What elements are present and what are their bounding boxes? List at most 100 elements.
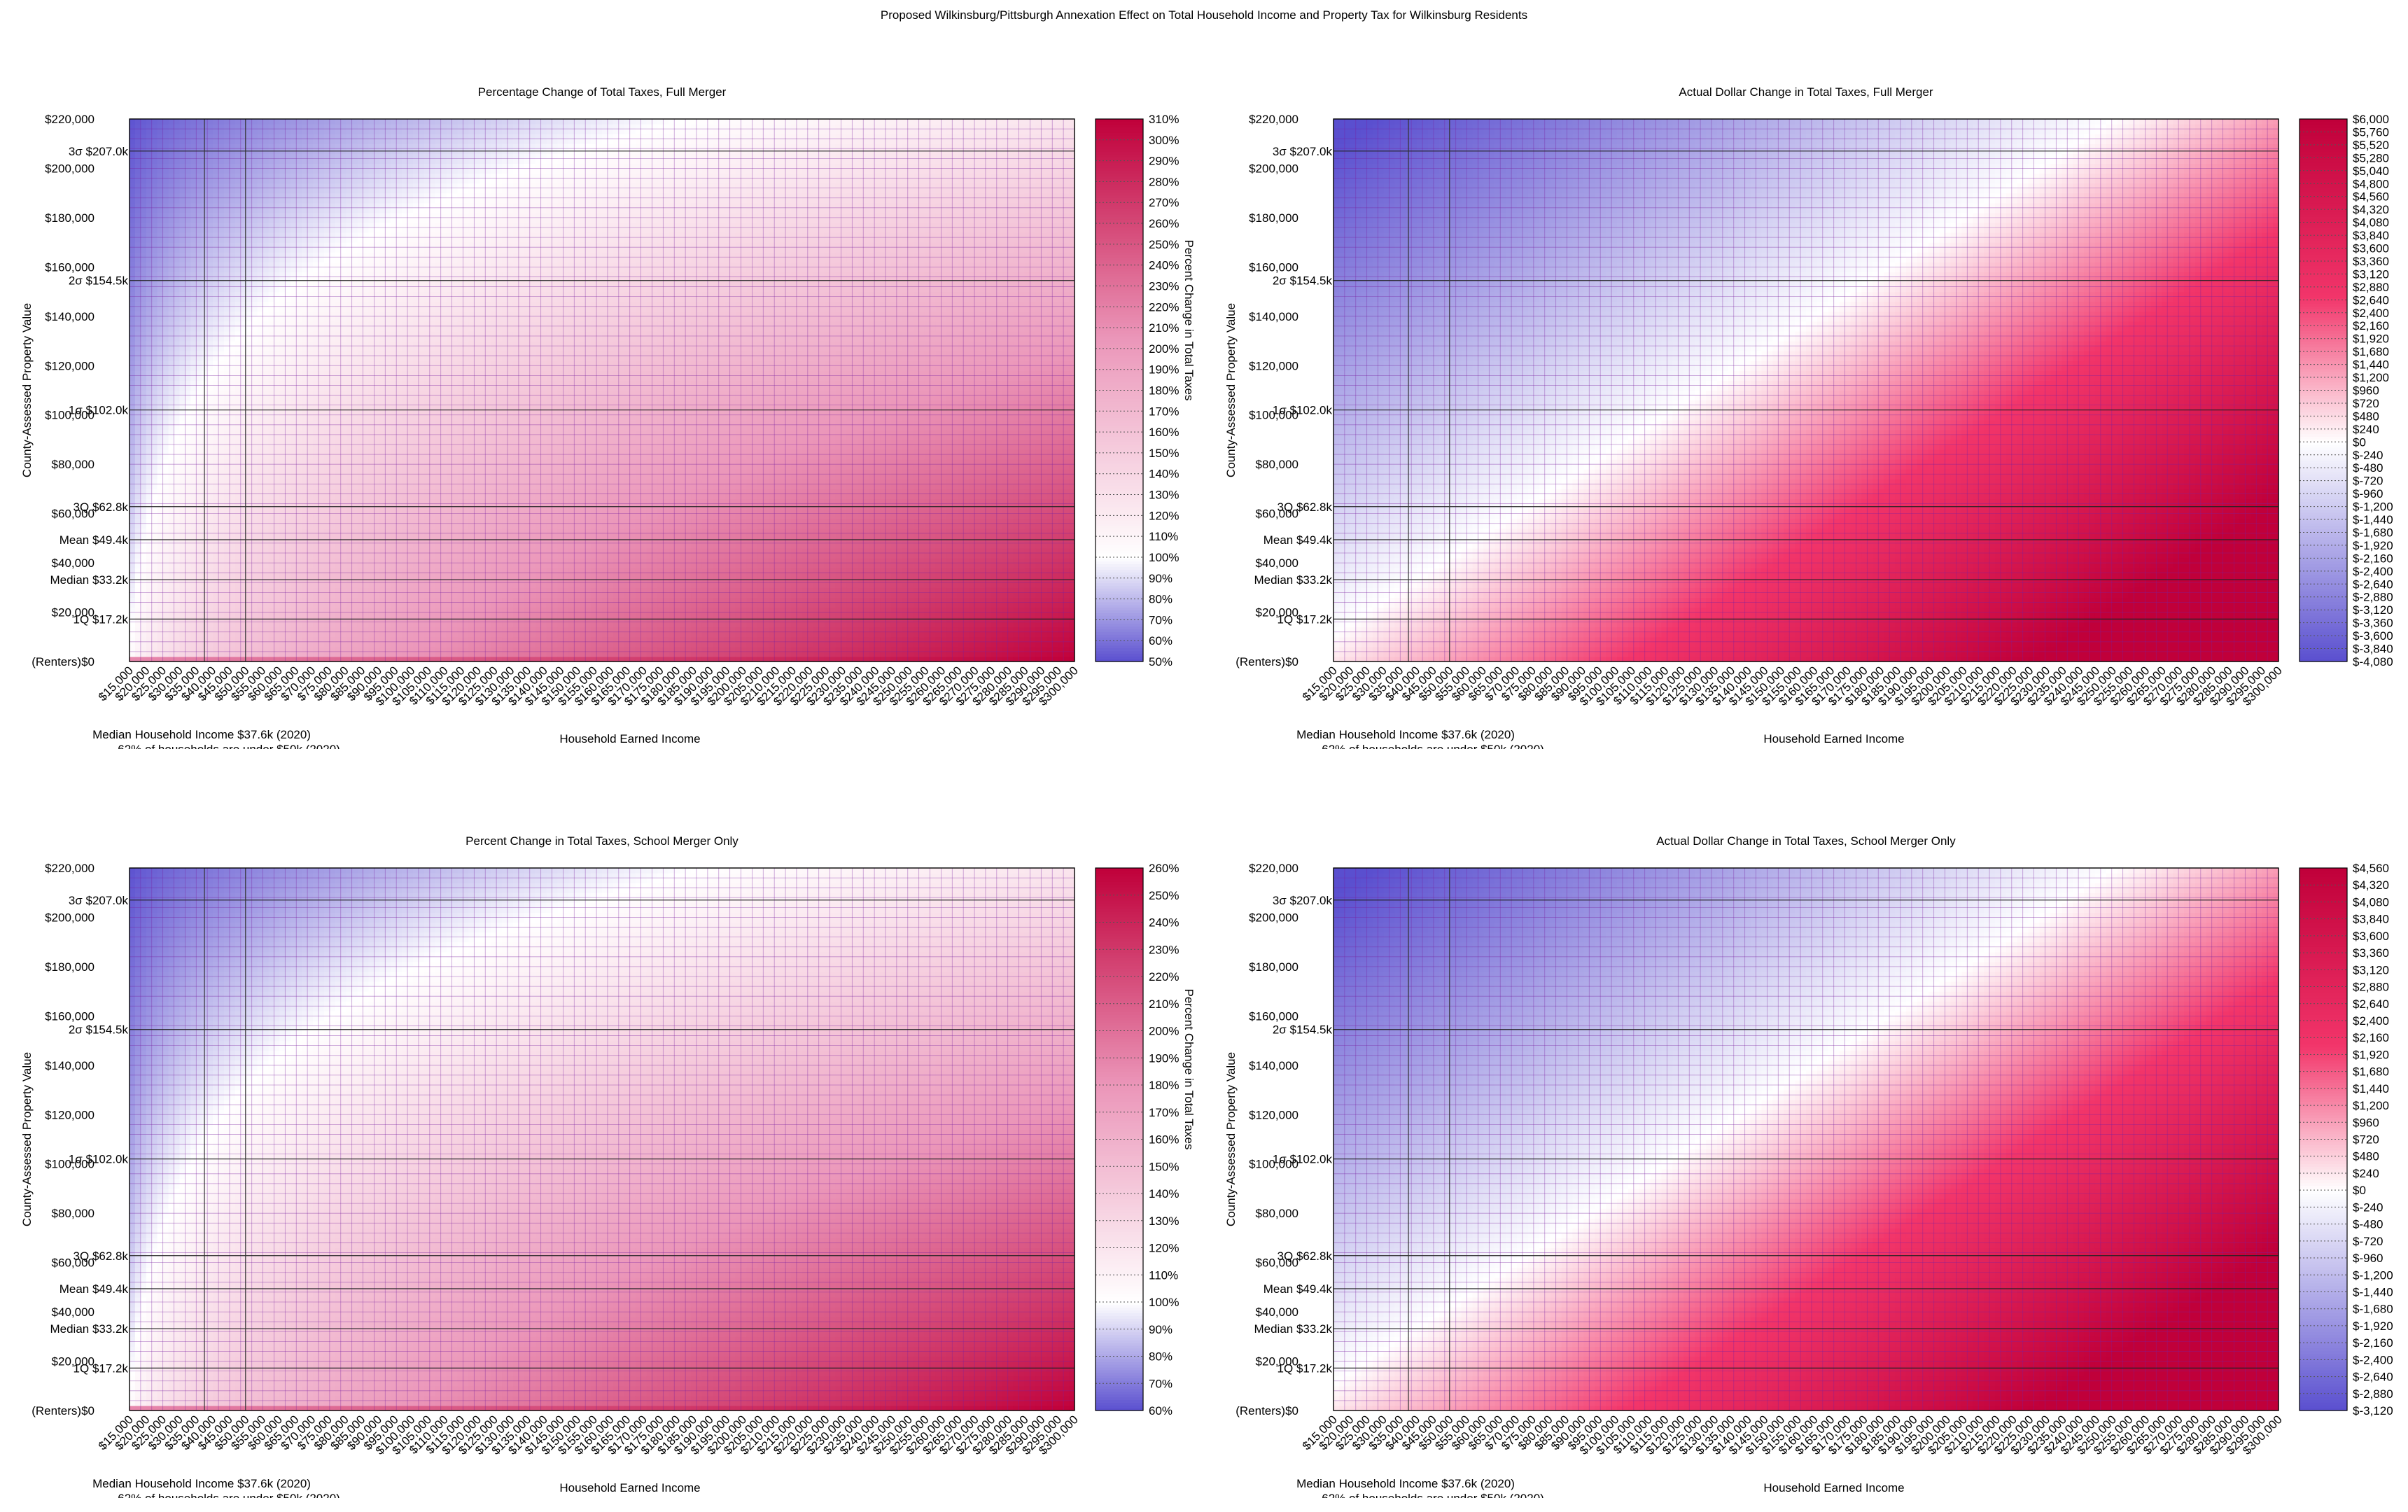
heatmap-cell [290,356,297,361]
heatmap-cell [341,391,347,396]
heatmap-cell [146,257,153,262]
heatmap-cell [224,375,230,381]
heatmap-cell [258,252,264,258]
heatmap-cell [324,637,330,643]
heatmap-cell [196,642,202,648]
heatmap-cell [302,242,308,248]
heatmap-cell [152,247,158,253]
heatmap-cell [341,400,347,406]
heatmap-cell [196,410,202,416]
heatmap-cell [313,375,319,381]
heatmap-cell [230,365,236,371]
heatmap-cell [341,548,347,554]
heatmap-cell [290,493,297,499]
heatmap-cell [235,568,241,573]
heatmap-cell [313,287,319,293]
heatmap-cell [258,464,264,470]
heatmap-cell [169,242,175,248]
heatmap-cell [252,493,258,499]
heatmap-cell [146,573,153,578]
heatmap-cell [152,188,158,194]
heatmap-cell [352,223,358,228]
heatmap-cell [179,524,186,529]
heatmap-cell [274,312,280,317]
heatmap-cell [269,341,275,346]
heatmap-cell [230,287,236,293]
heatmap-cell [213,321,219,327]
heatmap-cell [146,297,153,302]
heatmap-cell [224,174,230,179]
heatmap-cell [258,257,264,262]
heatmap-cell [252,119,258,125]
heatmap-cell [341,617,347,623]
heatmap-cell [179,331,186,337]
heatmap-cell [230,351,236,356]
heatmap-cell [218,139,225,144]
heatmap-cell [190,430,197,435]
heatmap-cell [235,538,241,544]
heatmap-cell [213,435,219,440]
heatmap-cell [207,612,214,618]
heatmap-cell [169,252,175,258]
heatmap-cell [285,247,291,253]
heatmap-cell [158,208,164,214]
heatmap-cell [285,153,291,159]
heatmap-cell [269,302,275,307]
heatmap-cell [252,578,258,583]
heatmap-cell [279,385,286,391]
heatmap-cell [296,129,302,134]
heatmap-cell [169,213,175,218]
heatmap-cell [374,449,380,455]
heatmap-cell [296,237,302,243]
heatmap-cell [285,168,291,174]
heatmap-cell [213,479,219,484]
heatmap-cell [179,533,186,539]
heatmap-cell [146,524,153,529]
heatmap-cell [379,627,386,633]
heatmap-cell [279,519,286,524]
heatmap-cell [158,568,164,573]
heatmap-cell [307,346,314,351]
heatmap-cell [302,578,308,583]
heatmap-cell [213,524,219,529]
heatmap-cell [130,331,136,337]
heatmap-cell [269,385,275,391]
heatmap-cell [207,489,214,494]
heatmap-cell [235,178,241,184]
heatmap-cell [363,454,370,460]
heatmap-cell [358,637,364,643]
heatmap-cell [190,652,197,657]
heatmap-cell [258,484,264,489]
heatmap-cell [274,168,280,174]
heatmap-cell [190,558,197,564]
heatmap-cell [252,391,258,396]
heatmap-cell [285,543,291,549]
heatmap-cell [346,592,353,598]
heatmap-cell [179,519,186,524]
heatmap-cell [285,208,291,214]
heatmap-cell [230,459,236,465]
heatmap-cell [185,163,191,169]
heatmap-cell [307,573,314,578]
heatmap-cell [218,573,225,578]
heatmap-cell [190,415,197,421]
heatmap-cell [141,346,147,351]
heatmap-cell [358,612,364,618]
heatmap-cell [290,144,297,149]
heatmap-cell [363,375,370,381]
heatmap-cell [279,612,286,618]
heatmap-cell [330,360,336,366]
heatmap-cell [341,375,347,381]
heatmap-cell [363,232,370,238]
heatmap-cell [179,391,186,396]
heatmap-cell [296,622,302,628]
heatmap-cell [152,331,158,337]
heatmap-cell [196,252,202,258]
heatmap-cell [302,464,308,470]
heatmap-cell [318,302,325,307]
heatmap-cell [258,538,264,544]
heatmap-cell [185,608,191,613]
heatmap-cell [296,509,302,514]
heatmap-cell [224,632,230,638]
heatmap-cell [252,440,258,445]
